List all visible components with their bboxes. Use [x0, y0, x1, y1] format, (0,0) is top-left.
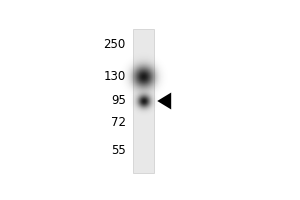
Text: 130: 130 — [103, 70, 126, 83]
Text: 250: 250 — [103, 38, 126, 51]
Polygon shape — [157, 93, 171, 109]
Text: 72: 72 — [111, 116, 126, 129]
Text: 95: 95 — [111, 95, 126, 108]
Bar — [133, 29, 154, 173]
Text: 55: 55 — [111, 144, 126, 157]
